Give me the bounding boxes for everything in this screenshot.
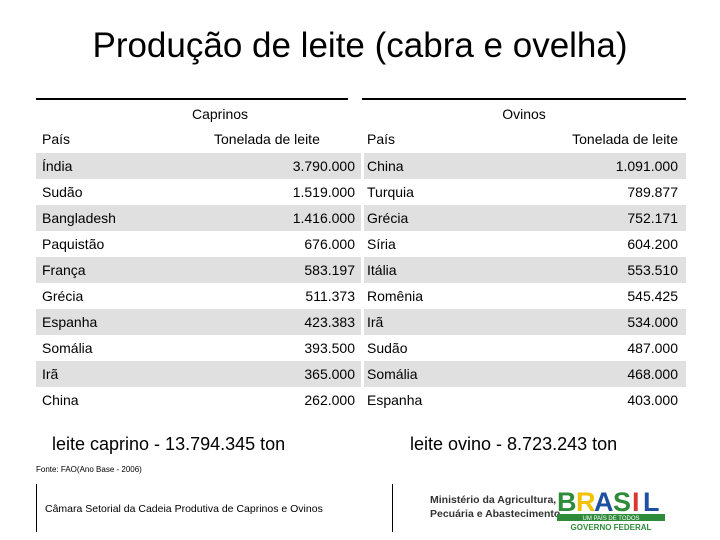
column-header-pais-caprinos: País xyxy=(42,131,71,147)
goat-tonnes: 262.000 xyxy=(304,392,355,408)
table-row: França 583.197 Itália 553.510 xyxy=(36,257,686,283)
table-row: Paquistão 676.000 Síria 604.200 xyxy=(36,231,686,257)
ministry-line-1: Ministério da Agricultura, xyxy=(430,494,557,506)
sheep-country: Síria xyxy=(367,236,396,252)
goat-country: Grécia xyxy=(42,288,84,304)
table-row: Espanha 423.383 Irã 534.000 xyxy=(36,309,686,335)
table-row: Bangladesh 1.416.000 Grécia 752.171 xyxy=(36,205,686,231)
table-row: China 262.000 Espanha 403.000 xyxy=(36,387,686,413)
sheep-tonnes: 1.091.000 xyxy=(615,158,678,174)
column-header-tonelada-caprinos: Tonelada de leite xyxy=(214,131,320,147)
goat-milk-total: leite caprino - 13.794.345 ton xyxy=(52,434,286,454)
goat-tonnes: 1.519.000 xyxy=(292,184,355,200)
column-header-tonelada-ovinos: Tonelada de leite xyxy=(572,131,678,147)
caprinos-header-rule xyxy=(36,98,348,100)
sheep-country: China xyxy=(367,158,404,174)
goat-tonnes: 365.000 xyxy=(304,366,355,382)
logo-tagline-bar xyxy=(557,514,665,521)
ovinos-header-rule xyxy=(362,98,686,100)
goat-tonnes: 423.383 xyxy=(304,314,355,330)
sheep-country: Grécia xyxy=(367,210,409,226)
goat-country: Irã xyxy=(42,366,59,382)
logo-letter-r: R xyxy=(576,487,596,517)
goat-tonnes: 3.790.000 xyxy=(292,158,355,174)
column-separator xyxy=(361,361,364,387)
sheep-tonnes: 789.877 xyxy=(627,184,678,200)
sheep-tonnes: 545.425 xyxy=(627,288,678,304)
goat-tonnes: 511.373 xyxy=(305,288,355,304)
column-separator xyxy=(361,153,364,179)
sheep-country: Irã xyxy=(367,314,384,330)
logo-letter-l: L xyxy=(643,487,660,517)
goat-country: China xyxy=(42,392,79,408)
sheep-tonnes: 553.510 xyxy=(627,262,678,278)
goat-country: Índia xyxy=(42,158,73,174)
logo-letter-s: S xyxy=(613,487,631,517)
sheep-tonnes: 468.000 xyxy=(627,366,678,382)
sheep-country: Sudão xyxy=(367,340,408,356)
sheep-tonnes: 752.171 xyxy=(627,210,678,226)
group-label-caprinos: Caprinos xyxy=(191,106,249,122)
sheep-country: Romênia xyxy=(367,288,424,304)
goat-tonnes: 393.500 xyxy=(304,340,355,356)
goat-tonnes: 676.000 xyxy=(304,236,355,252)
table-row: Somália 393.500 Sudão 487.000 xyxy=(36,335,686,361)
source-note: Fonte: FAO(Ano Base - 2006) xyxy=(36,465,142,474)
sheep-country: Espanha xyxy=(367,392,423,408)
goat-country: Sudão xyxy=(42,184,83,200)
column-separator xyxy=(361,257,364,283)
footer-text: Câmara Setorial da Cadeia Produtiva de C… xyxy=(45,503,323,515)
table-row: Grécia 511.373 Romênia 545.425 xyxy=(36,283,686,309)
sheep-tonnes: 403.000 xyxy=(627,392,678,408)
goat-country: França xyxy=(42,262,86,278)
sheep-country: Itália xyxy=(367,262,397,278)
page-title: Produção de leite (cabra e ovelha) xyxy=(92,26,628,65)
goat-country: Paquistão xyxy=(42,236,105,252)
footer-box: Câmara Setorial da Cadeia Produtiva de C… xyxy=(36,484,393,532)
logo-government: GOVERNO FEDERAL xyxy=(571,523,652,532)
sheep-milk-total: leite ovino - 8.723.243 ton xyxy=(410,434,618,454)
column-separator xyxy=(361,309,364,335)
logo-letter-a: A xyxy=(594,487,614,517)
ministry-line-2: Pecuária e Abastecimento xyxy=(430,508,561,520)
logo-tagline: UM PAÍS DE TODOS xyxy=(582,515,639,522)
table-row: Índia 3.790.000 China 1.091.000 xyxy=(36,153,686,179)
brasil-government-logo: B R A S I L UM PAÍS DE TODOS GOVERNO FED… xyxy=(557,487,665,532)
logo-letter-b: B xyxy=(557,487,577,517)
column-header-pais-ovinos: País xyxy=(367,131,396,147)
column-separator xyxy=(361,205,364,231)
ministry-logo-text: Ministério da Agricultura, Pecuária e Ab… xyxy=(430,493,560,521)
group-label-ovinos: Ovinos xyxy=(502,106,546,122)
sheep-country: Turquia xyxy=(367,184,414,200)
sheep-tonnes: 534.000 xyxy=(627,314,678,330)
sheep-tonnes: 604.200 xyxy=(627,236,678,252)
goat-tonnes: 1.416.000 xyxy=(292,210,355,226)
goat-country: Bangladesh xyxy=(42,210,116,226)
table-row: Sudão 1.519.000 Turquia 789.877 xyxy=(36,179,686,205)
goat-country: Espanha xyxy=(42,314,98,330)
goat-tonnes: 583.197 xyxy=(304,262,355,278)
logo-letter-i: I xyxy=(632,487,640,517)
sheep-country: Somália xyxy=(367,366,418,382)
table-row: Irã 365.000 Somália 468.000 xyxy=(36,361,686,387)
sheep-tonnes: 487.000 xyxy=(627,340,678,356)
goat-country: Somália xyxy=(42,340,93,356)
